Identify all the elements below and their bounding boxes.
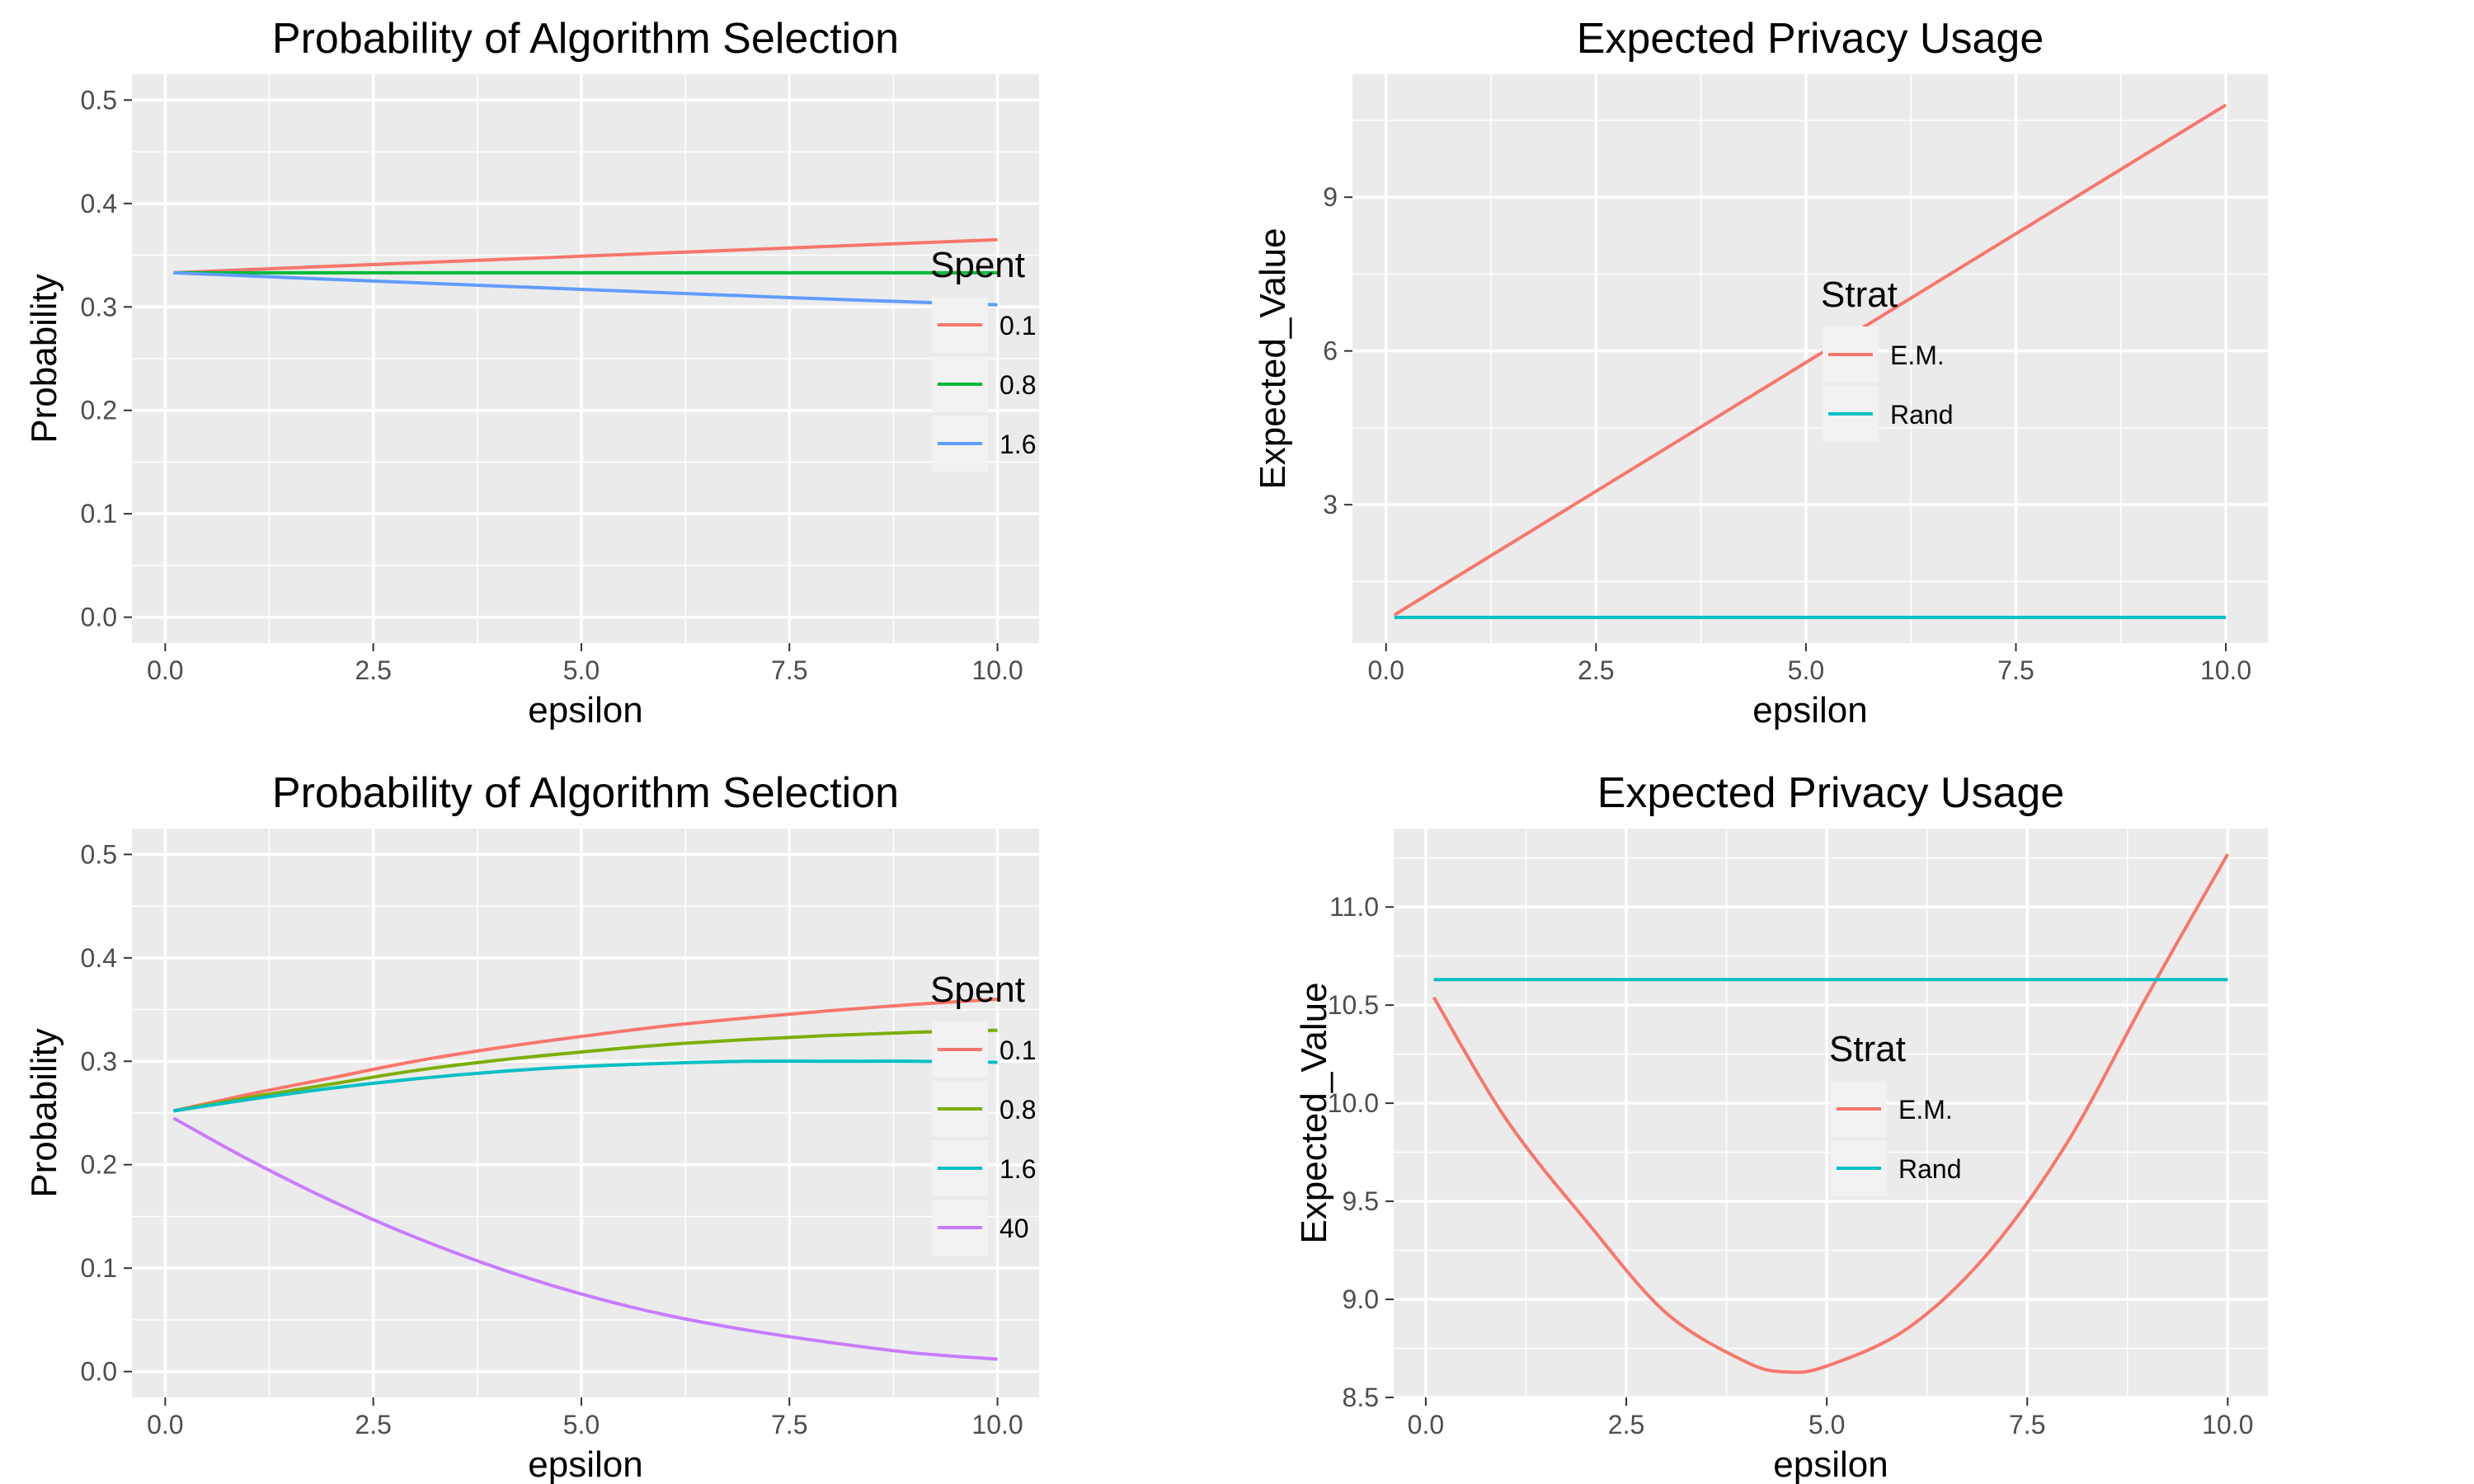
y-tick-label: 0.5 [81, 839, 117, 869]
legend-label: 1.6 [999, 430, 1036, 459]
legend: Strat E.M. Rand [1821, 275, 1954, 442]
y-tick-label: 0.0 [81, 1357, 117, 1387]
x-tick-label: 7.5 [771, 655, 807, 685]
chart-panel-2: Expected Privacy Usage 0.0 2.5 5.0 7.5 10.0 3 6… [1253, 15, 2268, 730]
y-tick-label: 10.5 [1328, 990, 1379, 1020]
y-tick-label: 0.1 [81, 1253, 117, 1283]
y-tick-label: 9.0 [1343, 1284, 1379, 1314]
chart-panel-3: Probability of Algorithm Selection 0.0 2.5… [24, 769, 1039, 1484]
chart-panel-4: Expected Privacy Usage 0.0 2.5 5.0 7.5 10.0 8.… [1294, 769, 2268, 1484]
minor-gridlines [132, 74, 1039, 643]
y-tick-label: 8.5 [1343, 1383, 1379, 1412]
legend: Spent 0.1 0.8 1.6 [930, 245, 1036, 472]
series-line-1-6 [173, 1059, 998, 1113]
legend-label: 0.1 [999, 1036, 1036, 1065]
x-tick-label: 5.0 [563, 655, 600, 685]
x-tick-label: 5.0 [1788, 655, 1824, 685]
legend-title: Strat [1821, 275, 1898, 315]
x-tick-label: 2.5 [1608, 1410, 1644, 1439]
x-tick-label: 7.5 [2009, 1410, 2045, 1439]
series-line-E-M- [1393, 103, 2227, 617]
y-axis-label: Probability [24, 274, 64, 443]
legend: Strat E.M. Rand [1829, 1029, 1962, 1196]
legend-label: Rand [1890, 400, 1954, 430]
series-line-0-1 [173, 998, 998, 1113]
series-line-1-6 [173, 270, 998, 307]
x-tick-label: 0.0 [147, 655, 183, 685]
y-tick-label: 0.0 [81, 603, 117, 632]
y-tick-label: 9 [1323, 182, 1338, 212]
x-axis-label: epsilon [1773, 1444, 1888, 1484]
chart-title: Expected Privacy Usage [1577, 15, 2044, 63]
chart-title: Probability of Algorithm Selection [272, 15, 899, 63]
legend-label: Rand [1898, 1154, 1962, 1184]
legend-title: Spent [930, 245, 1025, 285]
x-axis-label: epsilon [528, 690, 642, 730]
x-tick-label: 0.0 [1408, 1410, 1444, 1439]
x-tick-label: 0.0 [1367, 655, 1404, 685]
y-tick-label: 6 [1323, 336, 1338, 366]
x-tick-label: 10.0 [971, 1410, 1023, 1439]
legend-label: 0.8 [999, 1095, 1036, 1125]
x-tick-label: 7.5 [771, 1410, 807, 1439]
y-tick-label: 0.2 [81, 396, 117, 425]
y-tick-label: 0.1 [81, 499, 117, 528]
x-tick-label: 2.5 [355, 1410, 391, 1439]
y-tick-label: 0.4 [81, 943, 117, 973]
x-tick-label: 5.0 [563, 1410, 600, 1439]
x-tick-label: 7.5 [1997, 655, 2034, 685]
x-tick-label: 2.5 [355, 655, 391, 685]
legend-label: E.M. [1898, 1095, 1953, 1125]
y-tick-label: 3 [1323, 490, 1338, 519]
y-tick-label: 11.0 [1329, 892, 1379, 922]
y-axis-label: Probability [24, 1028, 64, 1197]
legend-label: 1.6 [999, 1154, 1036, 1184]
legend-title: Strat [1829, 1029, 1906, 1069]
chart-title: Expected Privacy Usage [1597, 769, 2065, 817]
x-tick-label: 5.0 [1808, 1410, 1845, 1439]
legend-label: 40 [999, 1214, 1029, 1243]
y-tick-label: 0.3 [81, 292, 117, 322]
x-tick-label: 0.0 [147, 1410, 183, 1439]
major-gridlines [1352, 74, 2268, 643]
x-tick-label: 10.0 [2200, 655, 2251, 685]
x-tick-label: 2.5 [1578, 655, 1614, 685]
series-line-40 [172, 1116, 998, 1361]
legend-title: Spent [930, 970, 1025, 1010]
x-tick-label: 10.0 [971, 655, 1023, 685]
major-gridlines [132, 74, 1039, 643]
x-tick-label: 10.0 [2202, 1410, 2253, 1439]
y-axis-label: Expected_Value [1294, 982, 1334, 1243]
x-axis-label: epsilon [1752, 690, 1867, 730]
y-tick-label: 0.5 [81, 85, 117, 115]
minor-gridlines [132, 829, 1039, 1397]
legend: Spent 0.1 0.8 1.6 40 [930, 970, 1036, 1256]
x-axis-label: epsilon [528, 1444, 642, 1484]
chart-title: Probability of Algorithm Selection [272, 769, 899, 817]
minor-gridlines [1352, 74, 2268, 643]
legend-label: E.M. [1890, 340, 1945, 370]
y-axis-label: Expected_Value [1253, 228, 1293, 489]
legend-label: 0.8 [999, 370, 1036, 400]
series-line-E-M- [1432, 852, 2230, 1374]
series-line-0-1 [173, 237, 998, 275]
y-tick-label: 0.2 [81, 1150, 117, 1180]
major-gridlines [132, 829, 1039, 1397]
y-tick-label: 0.3 [81, 1046, 117, 1076]
y-tick-label: 0.4 [81, 189, 117, 218]
y-tick-label: 9.5 [1343, 1186, 1379, 1216]
legend-label: 0.1 [999, 311, 1036, 340]
y-tick-label: 10.0 [1328, 1088, 1379, 1118]
series-line-0-8 [173, 1028, 998, 1113]
chart-panel-1: Probability of Algorithm Selection 0.0 2.5… [24, 15, 1039, 730]
